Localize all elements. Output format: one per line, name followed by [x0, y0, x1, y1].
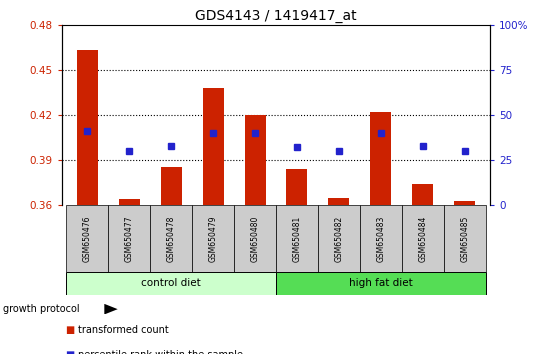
Bar: [234, 205, 276, 272]
Bar: [203, 88, 224, 205]
Title: GDS4143 / 1419417_at: GDS4143 / 1419417_at: [195, 8, 357, 23]
Text: GSM650476: GSM650476: [83, 215, 91, 262]
Text: GSM650483: GSM650483: [377, 215, 385, 262]
Text: GSM650485: GSM650485: [460, 215, 469, 262]
Text: ■: ■: [65, 325, 74, 335]
Bar: [286, 169, 308, 205]
Text: high fat diet: high fat diet: [349, 279, 413, 289]
Bar: [66, 205, 108, 272]
Bar: [77, 51, 98, 205]
Bar: [276, 205, 318, 272]
Bar: [160, 167, 181, 205]
Bar: [108, 205, 150, 272]
Bar: [412, 184, 433, 205]
Text: ■: ■: [65, 350, 74, 354]
Text: growth protocol: growth protocol: [3, 304, 79, 314]
Text: GSM650481: GSM650481: [293, 215, 302, 262]
Bar: [454, 200, 475, 205]
Text: GSM650482: GSM650482: [334, 215, 343, 262]
Bar: [150, 205, 192, 272]
Bar: [244, 115, 265, 205]
Text: percentile rank within the sample: percentile rank within the sample: [78, 350, 243, 354]
Text: GSM650477: GSM650477: [125, 215, 134, 262]
Bar: [402, 205, 444, 272]
Bar: [276, 272, 486, 295]
Text: GSM650480: GSM650480: [250, 215, 259, 262]
Text: GSM650484: GSM650484: [418, 215, 427, 262]
Bar: [192, 205, 234, 272]
Bar: [328, 198, 349, 205]
Text: GSM650479: GSM650479: [209, 215, 218, 262]
Bar: [318, 205, 360, 272]
Bar: [119, 199, 140, 205]
Text: transformed count: transformed count: [78, 325, 169, 335]
Bar: [370, 112, 392, 205]
Bar: [360, 205, 402, 272]
Bar: [66, 272, 276, 295]
Bar: [444, 205, 486, 272]
Text: control diet: control diet: [141, 279, 201, 289]
Polygon shape: [104, 304, 118, 314]
Text: GSM650478: GSM650478: [166, 215, 175, 262]
